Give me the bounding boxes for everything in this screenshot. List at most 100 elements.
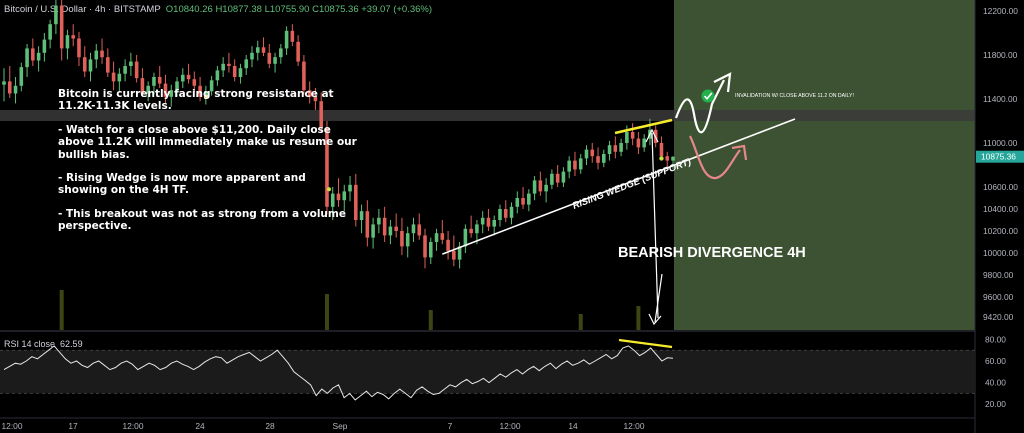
divergence-label: BEARISH DIVERGENCE 4H [618,245,806,261]
ohlc-open: O10840.26 [165,4,213,15]
candle [140,78,145,94]
time-tick-label: 12:00 [500,421,521,431]
candle [273,57,277,64]
price-axis[interactable] [975,0,1024,433]
price-tick-label: 10400.00 [983,204,1018,214]
candle [255,47,260,53]
price-tick-label: 9800.00 [983,270,1014,280]
candle [532,180,537,194]
candle [642,138,646,148]
candle [279,48,283,58]
price-tick-label: 10600.00 [983,182,1018,192]
symbol-title[interactable]: Bitcoin / U.S. Dollar [4,4,87,15]
note-line: Bitcoin is currently facing strong resis… [58,88,334,113]
volume-bar [428,310,433,330]
candle [232,66,237,77]
price-tick-label: 9420.00 [983,312,1014,322]
candle [659,143,664,157]
candle [602,154,606,163]
candle [296,41,300,62]
candle [573,160,577,170]
candle [31,48,35,61]
candle [198,85,202,97]
candle [498,209,502,220]
candle [250,52,254,60]
time-tick-label: 12:00 [2,421,23,431]
candle [348,184,352,192]
rising-wedge-line[interactable] [442,118,796,255]
candle [100,50,104,58]
rsi-divergence-line [618,338,673,349]
volume-bar [636,306,641,330]
arrowhead-icon [648,313,662,326]
candle [313,96,318,102]
candle [434,233,439,242]
candle [388,226,393,236]
candle [671,156,675,161]
candle [238,68,243,77]
candle [377,217,381,225]
time-tick-label: 14 [568,421,578,431]
rsi-label: RSI 14 close [4,339,56,349]
candle [134,61,139,79]
candle [584,149,589,159]
candle [42,39,47,53]
candle [486,217,491,227]
candle [65,35,70,49]
volume-bar [578,314,583,330]
candle [457,246,462,260]
candle [186,74,191,80]
candle [515,198,520,207]
arrowhead-icon [713,72,732,93]
candle [204,91,208,97]
ohlc-change: +39.07 (+0.36%) [361,4,433,15]
candle [7,81,12,94]
candle [244,59,249,69]
candle [117,73,122,82]
candle [423,235,427,258]
candle [267,52,272,64]
candle [302,61,306,91]
candle [555,173,560,183]
candle [146,85,150,94]
candle [111,72,116,82]
candle [428,242,433,258]
note-line: - Rising Wedge is now more apparent and … [58,172,306,197]
time-tick-label: 12:00 [123,421,144,431]
candle [665,156,670,161]
rsi-tick-label: 20.00 [985,399,1006,409]
invalidation-zone [674,0,975,330]
candle [180,74,185,82]
candle [480,217,485,225]
candle [48,24,52,40]
rsi-header[interactable]: RSI 14 close 62.59 [4,339,83,349]
candle [82,57,87,72]
candle [36,52,41,61]
candle [290,30,295,42]
rsi-line[interactable] [3,345,674,401]
timeframe[interactable]: 4h [94,4,106,15]
time-tick-label: 7 [448,421,453,431]
candle [365,211,370,238]
candle [336,193,341,201]
time-tick-label: 24 [195,421,205,431]
rsi-tick-label: 40.00 [985,378,1006,388]
candle [163,83,168,97]
ohlc-low: L10755.90 [264,4,310,15]
candle [636,138,641,148]
candle [354,184,358,220]
candle [411,224,416,234]
projection-down-path [689,135,741,180]
divergence-arrow-down [654,273,663,323]
check-mark-icon [703,92,713,101]
candle [509,206,514,218]
candle [54,5,58,25]
price-tick-label: 12200.00 [983,6,1018,16]
candle [342,191,347,201]
last-price-label: 10875.36 [981,152,1016,162]
candle [19,67,24,86]
rsi-tick-label: 60.00 [985,356,1006,366]
candle [538,180,543,192]
volume-bar [59,290,64,330]
